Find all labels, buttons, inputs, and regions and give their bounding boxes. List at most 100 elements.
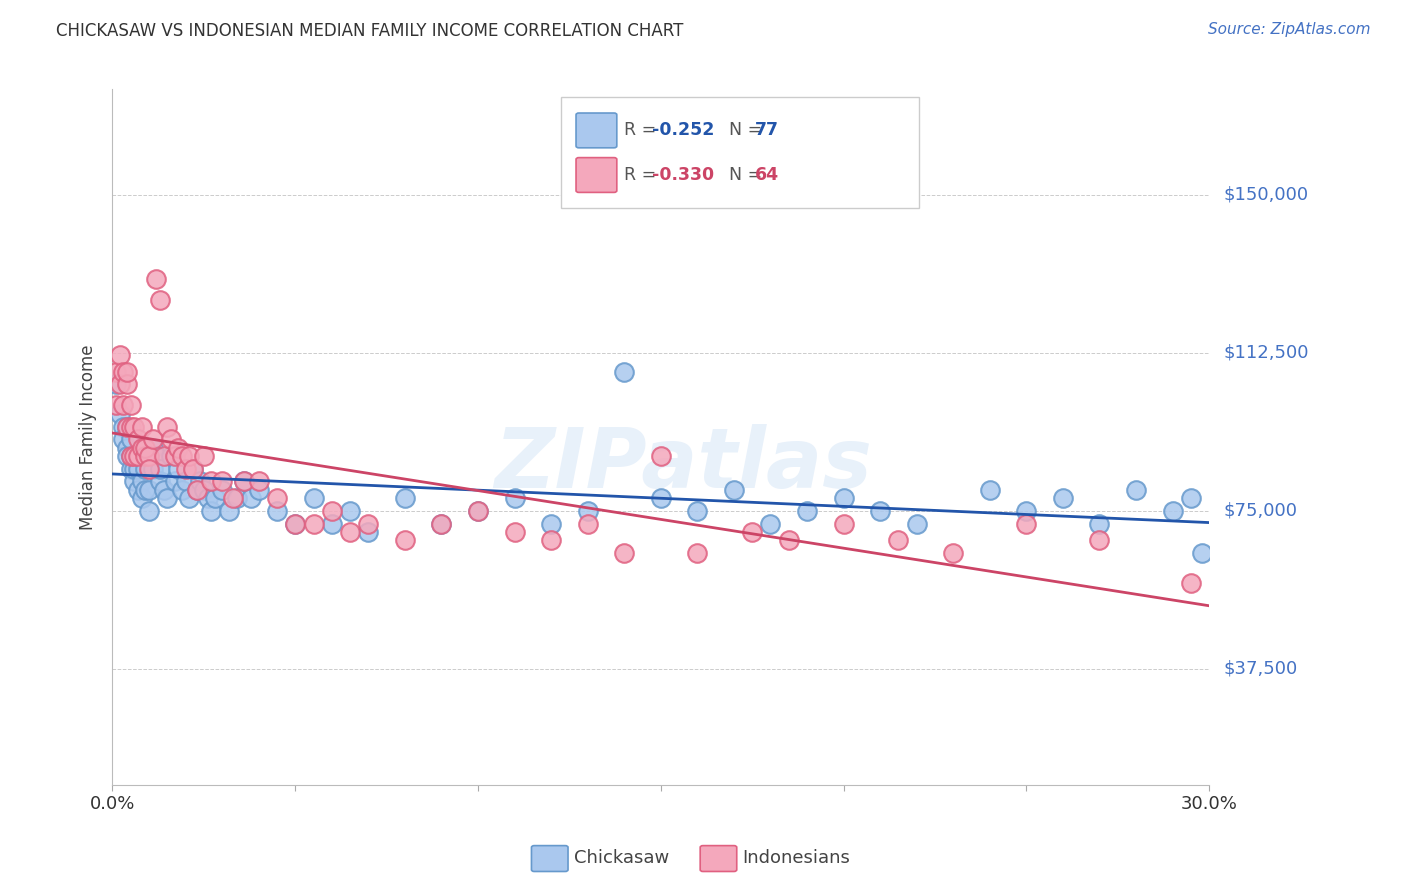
Point (112, 432, 135, 446)
Point (200, 504, 222, 518)
Point (124, 475, 146, 489)
Text: $37,500: $37,500 (1223, 660, 1298, 678)
Point (832, 516, 855, 531)
Text: $75,000: $75,000 (1223, 502, 1298, 520)
Point (115, 365, 138, 379)
Point (156, 419, 179, 434)
Point (115, 419, 138, 434)
Point (247, 475, 270, 489)
Point (778, 533, 800, 548)
Point (138, 449, 160, 463)
Point (686, 546, 709, 560)
Point (204, 491, 226, 506)
Point (131, 475, 153, 489)
Point (124, 449, 146, 463)
Text: R =: R = (624, 167, 662, 185)
Point (197, 491, 219, 506)
Point (503, 524, 526, 539)
Point (112, 399, 135, 413)
Point (467, 504, 489, 518)
Point (163, 449, 186, 463)
Point (120, 449, 142, 463)
Point (160, 449, 183, 463)
Point (134, 461, 156, 475)
Point (394, 491, 416, 506)
Point (1052, 491, 1074, 506)
Point (1161, 504, 1184, 518)
Point (105, 399, 128, 413)
Point (156, 491, 179, 506)
Point (321, 516, 343, 531)
Point (105, 365, 128, 379)
Point (149, 461, 172, 475)
Point (211, 483, 233, 497)
Y-axis label: Median Family Income: Median Family Income (79, 344, 97, 530)
Point (942, 546, 965, 560)
Point (430, 516, 453, 531)
Point (796, 504, 818, 518)
Point (174, 475, 197, 489)
Point (284, 516, 307, 531)
Point (302, 491, 325, 506)
Text: $112,500: $112,500 (1223, 343, 1309, 362)
Point (394, 533, 416, 548)
Point (430, 516, 453, 531)
Point (1191, 546, 1213, 560)
Point (138, 461, 160, 475)
Point (686, 504, 709, 518)
Point (108, 348, 131, 362)
Text: CHICKASAW VS INDONESIAN MEDIAN FAMILY INCOME CORRELATION CHART: CHICKASAW VS INDONESIAN MEDIAN FAMILY IN… (56, 22, 683, 40)
Point (134, 449, 156, 463)
Text: 64: 64 (755, 167, 779, 185)
Point (149, 293, 172, 307)
Point (152, 449, 174, 463)
Point (124, 461, 146, 475)
Point (131, 419, 153, 434)
Text: Chickasaw: Chickasaw (574, 849, 669, 867)
Point (145, 449, 167, 463)
Point (339, 504, 361, 518)
Point (832, 491, 855, 506)
Point (1015, 516, 1038, 531)
Point (979, 483, 1001, 497)
Point (1015, 504, 1038, 518)
Text: N =: N = (730, 167, 768, 185)
Point (357, 524, 380, 539)
Point (240, 491, 263, 506)
Point (188, 475, 211, 489)
Point (127, 449, 149, 463)
Text: $150,000: $150,000 (1223, 186, 1308, 203)
Point (112, 419, 135, 434)
Point (1180, 575, 1202, 590)
Point (1088, 533, 1111, 548)
Point (186, 483, 208, 497)
Text: Source: ZipAtlas.com: Source: ZipAtlas.com (1208, 22, 1371, 37)
Point (233, 475, 256, 489)
Point (112, 365, 135, 379)
Point (193, 449, 215, 463)
Point (576, 504, 599, 518)
Point (759, 516, 782, 531)
Point (120, 449, 142, 463)
Point (145, 272, 167, 286)
Point (138, 483, 160, 497)
Point (222, 491, 245, 506)
Point (134, 441, 156, 455)
Point (181, 461, 204, 475)
Point (613, 546, 636, 560)
Point (120, 461, 142, 475)
Point (540, 533, 562, 548)
Point (131, 491, 153, 506)
Point (181, 461, 204, 475)
Point (650, 449, 672, 463)
Point (869, 504, 891, 518)
Point (142, 441, 165, 455)
Point (186, 483, 208, 497)
Point (723, 483, 745, 497)
Point (124, 449, 146, 463)
Point (741, 524, 763, 539)
Point (149, 475, 172, 489)
Point (339, 524, 361, 539)
Point (503, 491, 526, 506)
Point (321, 504, 343, 518)
